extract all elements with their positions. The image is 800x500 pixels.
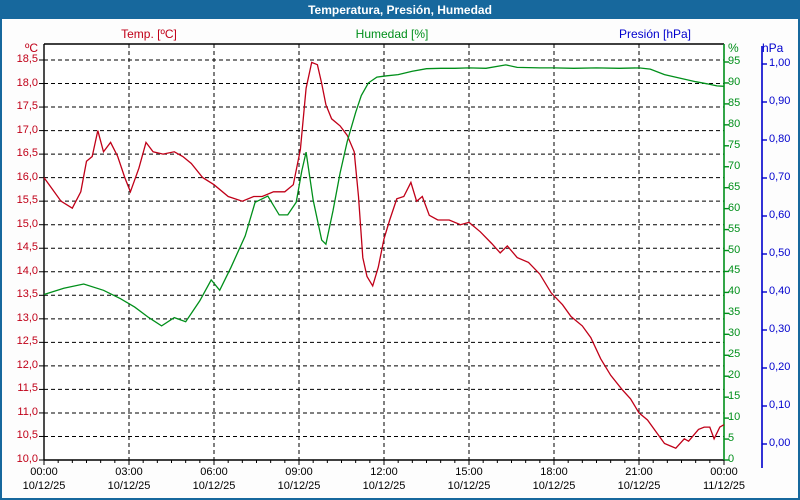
x-date-label: 10/12/25	[107, 480, 151, 492]
pressure-tick-label: 0,60	[769, 209, 791, 221]
x-date-label: 10/12/25	[277, 480, 321, 492]
humidity-tick-label: 45	[728, 264, 741, 277]
humidity-tick-label: 70	[728, 159, 741, 172]
pressure-tick-label: 0,00	[769, 437, 791, 449]
x-time-label: 09:00	[285, 466, 313, 478]
humidity-tick-label: 40	[728, 285, 741, 298]
x-date-label: 10/12/25	[22, 480, 66, 492]
legend-temperature: Temp. [ºC]	[121, 27, 177, 41]
humidity-tick-label: 5	[728, 432, 735, 445]
humidity-tick-label: 30	[728, 327, 741, 340]
x-date-label: 11/12/25	[702, 480, 745, 492]
x-time-label: 18:00	[540, 466, 568, 478]
temp-tick-label: 13,5	[16, 288, 38, 301]
humidity-tick-label: 80	[728, 117, 741, 130]
x-time-label: 21:00	[625, 466, 653, 478]
humidity-tick-label: 90	[728, 75, 741, 88]
temp-tick-label: 11,0	[17, 405, 38, 418]
humidity-tick-label: 85	[728, 96, 741, 109]
pressure-tick-label: 0,90	[769, 95, 791, 107]
plot-background	[44, 44, 724, 460]
humidity-tick-label: 95	[728, 55, 741, 67]
humidity-tick-label: 50	[728, 243, 741, 256]
humidity-series-line	[43, 64, 725, 327]
x-date-label: 10/12/25	[532, 480, 576, 492]
pressure-tick-label: 0,70	[769, 171, 791, 183]
window-title: Temperatura, Presión, Humedad	[308, 3, 492, 17]
temp-tick-label: 10,5	[16, 429, 38, 442]
humidity-tick-label: 10	[728, 411, 741, 424]
pressure-tick-label: 0,20	[769, 361, 791, 373]
humidity-tick-label: 35	[728, 306, 741, 319]
temp-tick-label: 17,0	[16, 123, 38, 136]
pressure-tick-label: 0,10	[769, 399, 791, 411]
humidity-tick-label: 15	[728, 390, 741, 403]
temp-tick-label: 12,0	[16, 358, 38, 371]
temp-tick-label: 16,0	[16, 170, 38, 183]
humidity-axis-unit-label: %	[728, 41, 739, 55]
pressure-axis-unit-label: hPa	[762, 41, 784, 55]
x-date-label: 10/12/25	[192, 480, 236, 492]
temp-tick-label: 18,0	[16, 76, 38, 89]
temp-tick-label: 15,0	[16, 217, 38, 230]
humidity-tick-label: 0	[728, 453, 735, 465]
temp-tick-label: 18,5	[16, 53, 38, 65]
pressure-tick-label: 1,00	[769, 57, 791, 69]
temp-tick-label: 14,5	[16, 241, 38, 254]
legend-humidity: Humedad [%]	[355, 27, 429, 41]
temp-tick-label: 13,0	[16, 311, 38, 324]
x-time-label: 03:00	[115, 466, 143, 478]
temp-axis-unit-label: ºC	[24, 41, 38, 55]
pressure-tick-label: 0,80	[769, 133, 791, 145]
pressure-tick-label: 0,50	[769, 247, 791, 259]
humidity-tick-label: 65	[728, 180, 741, 193]
humidity-tick-label: 25	[728, 348, 741, 361]
temp-tick-label: 11,5	[17, 382, 38, 395]
window-titlebar: Temperatura, Presión, Humedad	[2, 2, 798, 19]
temp-tick-label: 14,0	[16, 264, 38, 277]
temp-tick-label: 15,5	[16, 194, 38, 207]
x-time-label: 12:00	[370, 466, 398, 478]
x-date-label: 10/12/25	[362, 480, 406, 492]
temp-tick-label: 17,5	[16, 100, 38, 113]
x-time-label: 15:00	[455, 466, 483, 478]
temp-tick-label: 10,0	[16, 453, 38, 465]
legend-pressure: Presión [hPa]	[618, 27, 692, 41]
x-time-label: 06:00	[200, 466, 228, 478]
pressure-tick-label: 0,30	[769, 323, 791, 335]
x-date-label: 10/12/25	[447, 480, 491, 492]
x-time-label: 00:00	[30, 466, 58, 478]
temp-tick-label: 12,5	[16, 335, 38, 348]
humidity-tick-label: 20	[728, 369, 741, 382]
x-date-label: 10/12/25	[617, 480, 661, 492]
humidity-tick-label: 75	[728, 138, 741, 151]
temperature-series-line	[43, 61, 725, 449]
temp-tick-label: 16,5	[16, 147, 38, 160]
x-time-label: 00:00	[710, 466, 738, 478]
pressure-tick-label: 0,40	[769, 285, 791, 297]
humidity-tick-label: 55	[728, 222, 741, 235]
humidity-tick-label: 60	[728, 201, 741, 214]
